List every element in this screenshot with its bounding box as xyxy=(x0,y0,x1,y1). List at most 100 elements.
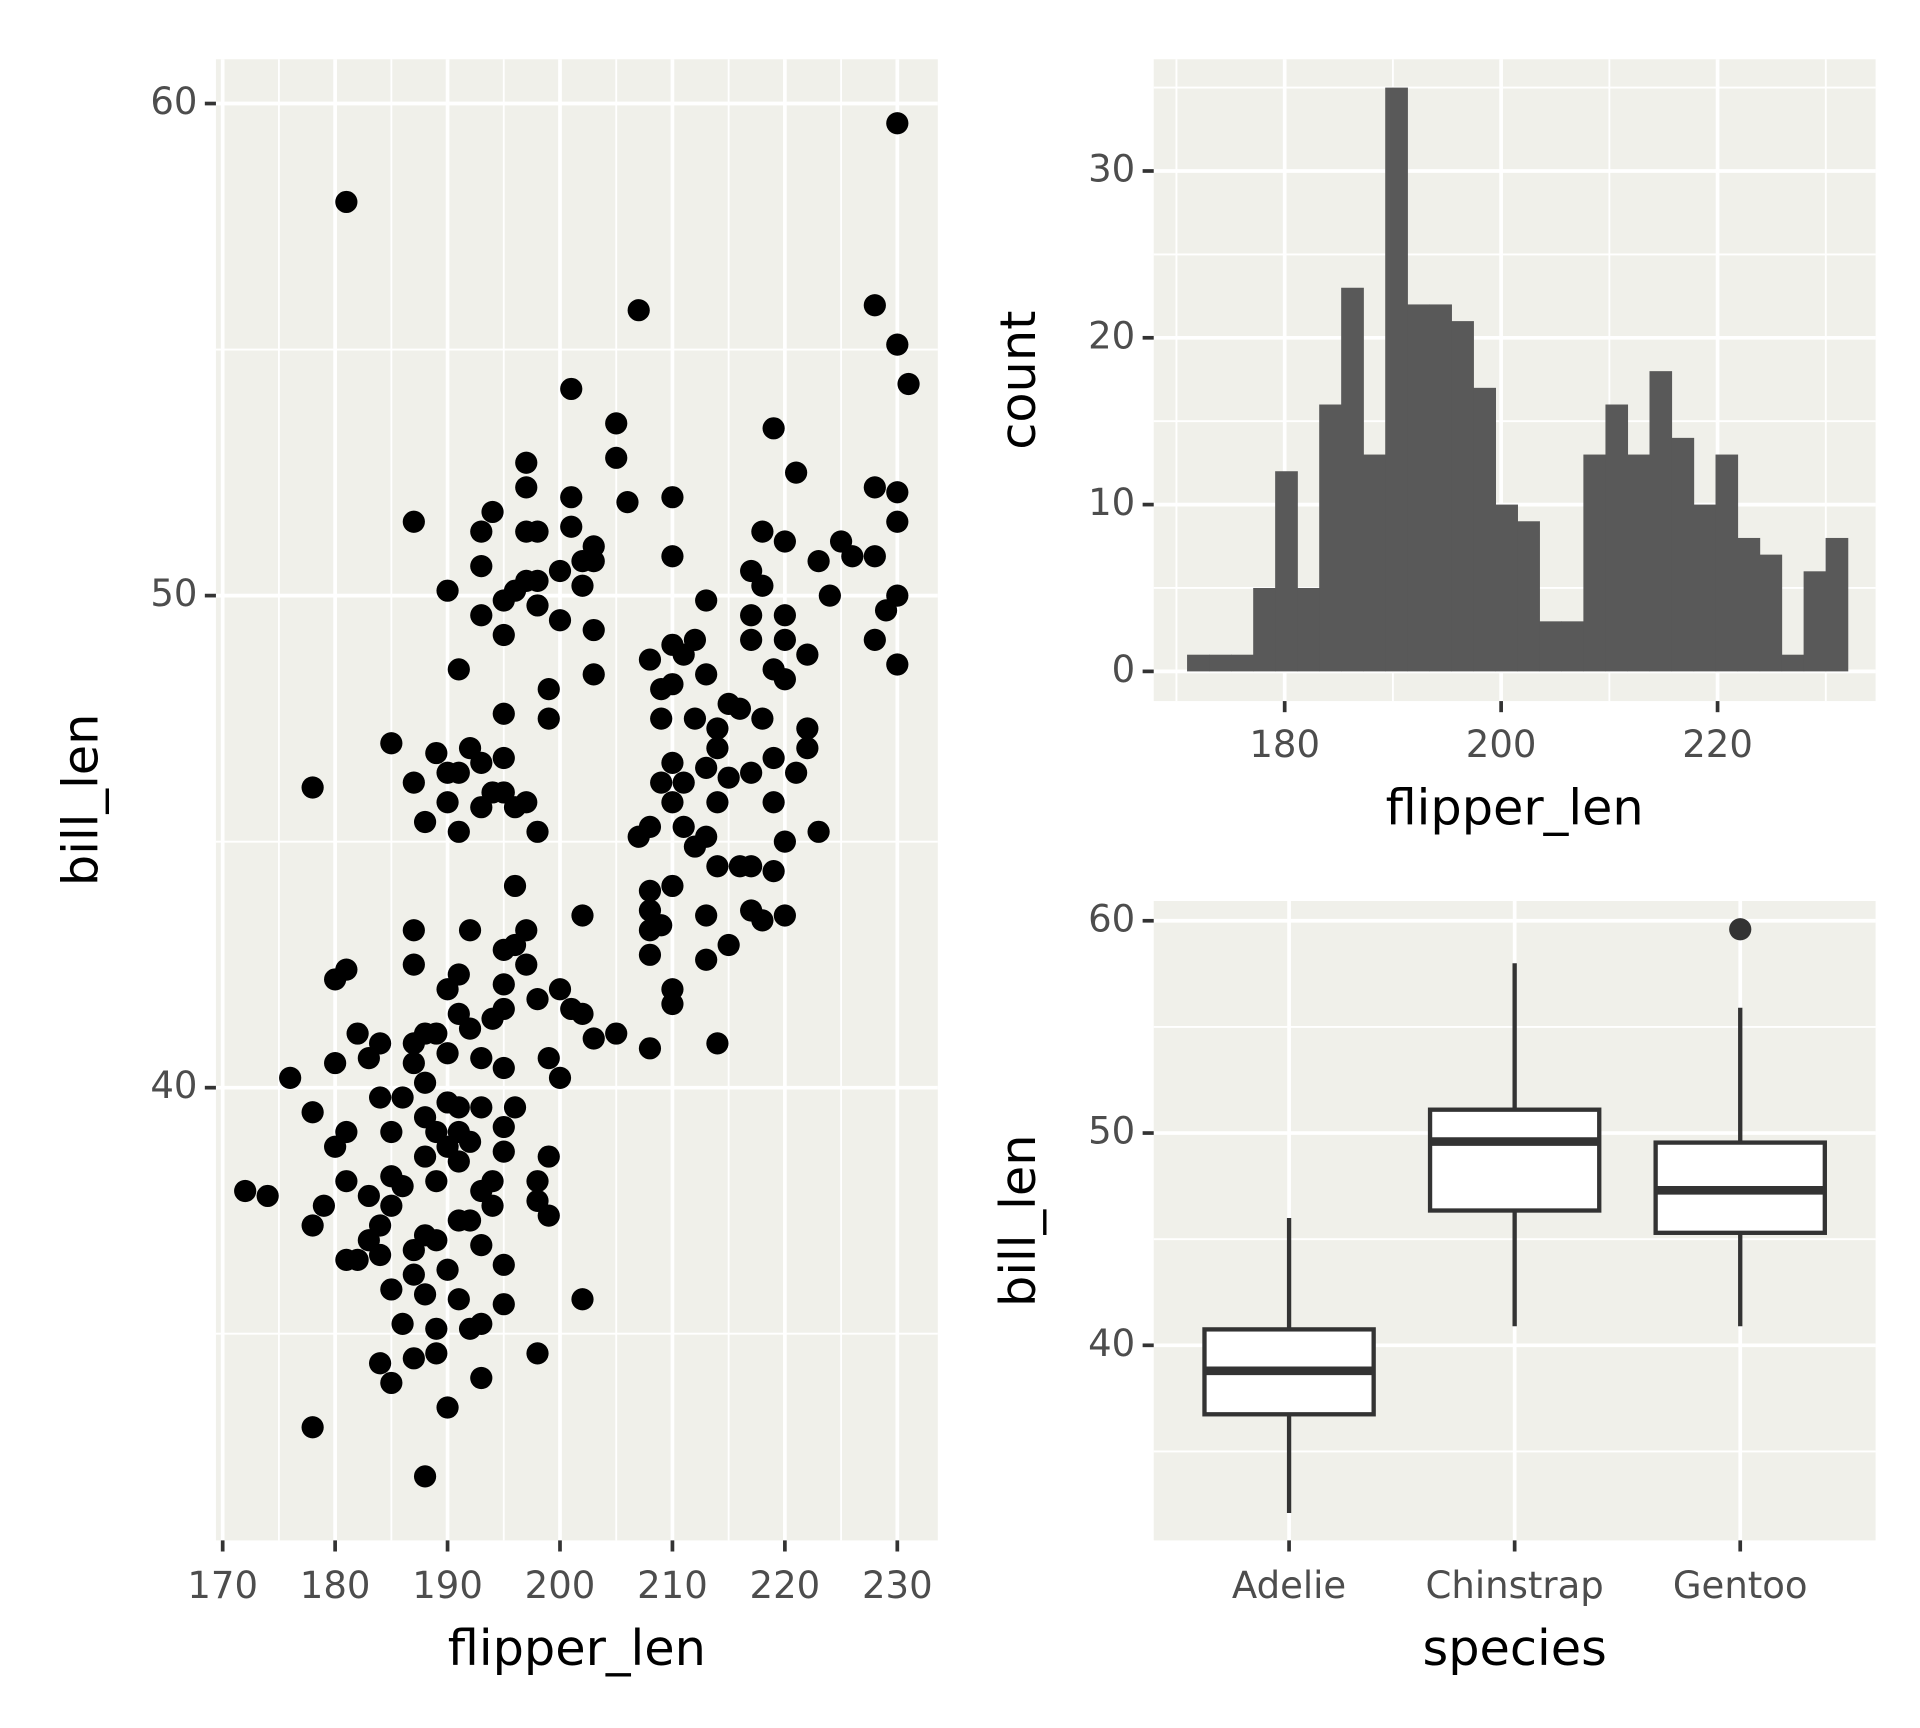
point xyxy=(627,825,650,848)
point xyxy=(413,1465,437,1488)
y-tick-label: 10 xyxy=(1088,481,1135,524)
outlier xyxy=(1729,918,1752,941)
point xyxy=(301,1416,324,1439)
point xyxy=(402,1238,425,1262)
point xyxy=(470,554,493,578)
bar xyxy=(1605,404,1629,672)
x-tick-label: Gentoo xyxy=(1673,1564,1808,1607)
point xyxy=(391,1174,414,1198)
point xyxy=(447,1150,470,1173)
point xyxy=(481,500,504,524)
box xyxy=(1427,1107,1602,1213)
point xyxy=(402,771,425,794)
point xyxy=(380,732,403,755)
point xyxy=(773,830,796,853)
point xyxy=(605,446,628,469)
point xyxy=(886,112,909,135)
bar xyxy=(1209,654,1232,672)
y-axis-title: count xyxy=(989,311,1047,450)
point xyxy=(391,1312,414,1335)
bar xyxy=(1539,621,1563,672)
point xyxy=(661,673,684,696)
y-tick-label: 0 xyxy=(1112,648,1136,691)
x-tick-label: Chinstrap xyxy=(1426,1564,1604,1607)
point xyxy=(695,948,718,971)
point xyxy=(368,1352,392,1375)
point xyxy=(650,771,673,794)
point xyxy=(402,1051,425,1075)
bar xyxy=(1759,554,1783,672)
point xyxy=(481,1194,504,1217)
y-tick-label: 50 xyxy=(1088,1110,1135,1153)
point xyxy=(874,599,898,622)
point xyxy=(413,1071,437,1094)
point xyxy=(515,451,538,474)
bar xyxy=(1385,87,1408,672)
point xyxy=(503,874,527,898)
point xyxy=(762,860,785,883)
point xyxy=(391,1086,414,1109)
bar xyxy=(1715,454,1739,672)
point xyxy=(515,476,538,499)
bar xyxy=(1495,504,1518,672)
point xyxy=(357,1184,380,1208)
point xyxy=(605,412,628,435)
point xyxy=(897,372,920,396)
point xyxy=(661,486,684,509)
bar xyxy=(1583,454,1607,672)
bar xyxy=(1363,454,1386,672)
point xyxy=(695,756,718,779)
point xyxy=(324,1135,347,1158)
y-tick-label: 20 xyxy=(1088,314,1135,357)
point xyxy=(492,1115,515,1139)
point xyxy=(458,1017,482,1040)
bar xyxy=(1517,521,1540,672)
point xyxy=(324,1051,347,1075)
point xyxy=(571,1002,594,1025)
point xyxy=(458,1209,482,1232)
point xyxy=(436,791,459,814)
point xyxy=(470,520,493,543)
x-tick-label: Adelie xyxy=(1232,1564,1346,1607)
point xyxy=(413,1145,437,1168)
point xyxy=(470,604,493,627)
bar xyxy=(1627,454,1651,672)
point xyxy=(526,820,549,843)
bar xyxy=(1429,304,1452,672)
point xyxy=(368,1243,392,1267)
point xyxy=(672,815,695,838)
point xyxy=(661,992,684,1016)
y-tick-label: 50 xyxy=(150,572,197,615)
point xyxy=(537,677,560,701)
bar xyxy=(1451,321,1474,672)
point xyxy=(537,707,560,730)
point xyxy=(638,1037,662,1060)
bar xyxy=(1737,537,1761,672)
point xyxy=(717,766,740,789)
point xyxy=(357,1047,380,1070)
bar xyxy=(1473,387,1497,672)
x-tick-label: 190 xyxy=(412,1564,483,1607)
point xyxy=(661,545,684,568)
point xyxy=(425,1317,448,1340)
point xyxy=(436,1042,459,1065)
point xyxy=(301,1101,324,1124)
point xyxy=(706,855,729,878)
point xyxy=(492,623,515,647)
bar xyxy=(1649,371,1673,672)
point xyxy=(470,796,493,819)
point xyxy=(312,1194,335,1217)
point xyxy=(548,559,572,583)
point xyxy=(346,1248,369,1272)
point xyxy=(818,584,841,607)
panel-background xyxy=(215,59,938,1541)
point xyxy=(526,520,549,543)
point xyxy=(503,796,527,819)
point xyxy=(470,1366,493,1390)
point xyxy=(785,461,808,484)
point xyxy=(492,702,515,725)
x-axis-title: flipper_len xyxy=(1386,778,1644,836)
point xyxy=(492,1140,515,1163)
point xyxy=(796,737,819,760)
x-tick-label: 180 xyxy=(1249,723,1320,766)
